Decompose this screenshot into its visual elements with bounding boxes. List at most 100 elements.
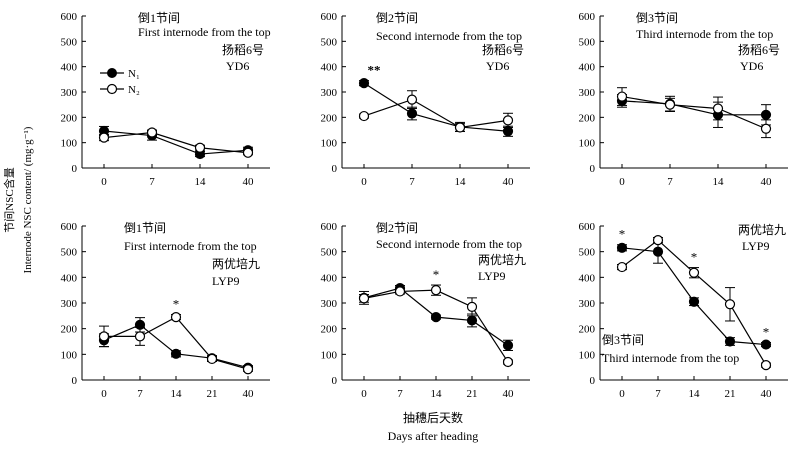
y-tick-label: 500	[579, 36, 596, 48]
y-tick-label: 300	[61, 298, 78, 310]
x-tick-label: 14	[431, 388, 443, 400]
y-tick-label: 500	[61, 36, 78, 48]
data-point-n1	[616, 242, 628, 253]
x-tick-label: 7	[655, 388, 661, 400]
y-tick-label: 200	[61, 324, 78, 336]
data-point-n1	[170, 348, 182, 359]
data-point-n2	[358, 293, 370, 304]
y-tick-label: 100	[579, 349, 596, 361]
panel-top-middle: 0 100 200 300 400 500 600 0 7 14 40 ** 倒2节间 Second in…	[321, 11, 530, 188]
internode-label-en: Second internode from the top	[376, 29, 522, 43]
x-tick-label: 7	[409, 176, 415, 188]
data-point-n1	[724, 336, 736, 347]
y-tick-label: 600	[579, 221, 596, 233]
y-tick-label: 0	[72, 375, 78, 387]
data-point-n1	[502, 340, 514, 351]
data-point-n1	[406, 108, 418, 119]
x-tick-label: 0	[619, 176, 625, 188]
x-tick-label: 14	[455, 176, 467, 188]
data-point-n2	[616, 261, 628, 273]
data-point-n2	[502, 356, 514, 368]
internode-label-cn: 倒3节间	[602, 333, 644, 347]
variety-label-en: LYP9	[212, 274, 239, 288]
y-tick-label: 300	[321, 87, 338, 99]
y-tick-label: 100	[61, 349, 78, 361]
x-tick-label: 0	[101, 388, 107, 400]
series-n2-line	[621, 95, 767, 130]
significance-mark: *	[619, 227, 626, 242]
variety-label-en: YD6	[226, 59, 249, 73]
y-tick-label: 300	[321, 298, 338, 310]
y-tick-label: 400	[61, 272, 78, 284]
internode-label-en: First internode from the top	[124, 239, 257, 253]
y-tick-label: 400	[321, 62, 338, 74]
data-point-n2	[170, 312, 182, 323]
y-tick-label: 100	[321, 138, 338, 150]
variety-label-en: LYP9	[478, 269, 505, 283]
x-tick-label: 0	[361, 388, 367, 400]
y-tick-label: 0	[590, 163, 596, 175]
variety-label-cn: 两优培九	[478, 252, 526, 267]
x-tick-label: 14	[171, 388, 183, 400]
y-tick-label: 400	[579, 272, 596, 284]
internode-label-cn: 倒2节间	[376, 221, 418, 235]
data-point-n1	[760, 339, 772, 350]
data-point-n2	[206, 353, 218, 365]
internode-label-cn: 倒2节间	[376, 11, 418, 25]
y-tick-label: 200	[61, 112, 78, 124]
variety-label-en: LYP9	[742, 239, 769, 253]
x-tick-label: 21	[725, 388, 736, 400]
internode-label-cn: 倒3节间	[636, 11, 678, 25]
legend-n2-marker	[106, 83, 118, 95]
data-point-n2	[712, 103, 724, 114]
data-point-n2	[134, 331, 146, 342]
significance-mark: *	[763, 325, 770, 340]
data-point-n2	[146, 127, 158, 138]
x-tick-label: 0	[619, 388, 625, 400]
x-tick-label: 7	[397, 388, 403, 400]
y-tick-label: 500	[61, 247, 78, 259]
significance-mark: *	[433, 267, 440, 282]
data-point-n2	[394, 286, 406, 297]
y-tick-label: 300	[61, 87, 78, 99]
x-tick-label: 40	[761, 176, 773, 188]
internode-label-cn: 倒1节间	[124, 221, 166, 235]
legend-n2-label: N₂	[128, 84, 140, 96]
series-n2-line	[363, 289, 509, 363]
y-tick-label: 0	[590, 375, 596, 387]
data-point-n2	[430, 285, 442, 296]
internode-label-en: Second internode from the top	[376, 237, 522, 251]
data-point-n1	[760, 109, 772, 120]
x-tick-label: 0	[361, 176, 367, 188]
data-point-n2	[454, 122, 466, 133]
data-point-n2	[98, 331, 110, 342]
y-tick-label: 500	[321, 247, 338, 259]
x-tick-label: 40	[503, 388, 515, 400]
series-n1-line	[363, 82, 509, 132]
y-tick-label: 200	[321, 112, 338, 124]
data-point-n2	[724, 299, 736, 310]
y-tick-label: 500	[579, 247, 596, 259]
panel-bottom-right: 0 100 200 300 400 500 600 0 7 14 21 40 * * * 倒3节间 Third …	[579, 221, 788, 400]
data-point-n2	[242, 364, 254, 375]
x-tick-label: 21	[207, 388, 218, 400]
y-tick-label: 0	[332, 163, 338, 175]
significance-mark: *	[173, 297, 180, 312]
series-n2-line	[103, 131, 249, 154]
x-tick-label: 7	[667, 176, 673, 188]
variety-label-en: YD6	[486, 59, 509, 73]
data-point-n2	[652, 235, 664, 246]
y-tick-label: 300	[579, 87, 596, 99]
legend-n1-label: N₁	[128, 68, 140, 80]
x-tick-label: 40	[243, 388, 255, 400]
data-point-n1	[502, 126, 514, 137]
data-point-n2	[466, 301, 478, 312]
y-tick-label: 0	[332, 375, 338, 387]
y-tick-label: 500	[321, 36, 338, 48]
y-tick-label: 400	[321, 272, 338, 284]
legend: N₁ N₂	[100, 68, 140, 96]
variety-label-cn: 两优培九	[738, 222, 786, 237]
data-point-n1	[430, 312, 442, 323]
y-tick-label: 200	[321, 324, 338, 336]
